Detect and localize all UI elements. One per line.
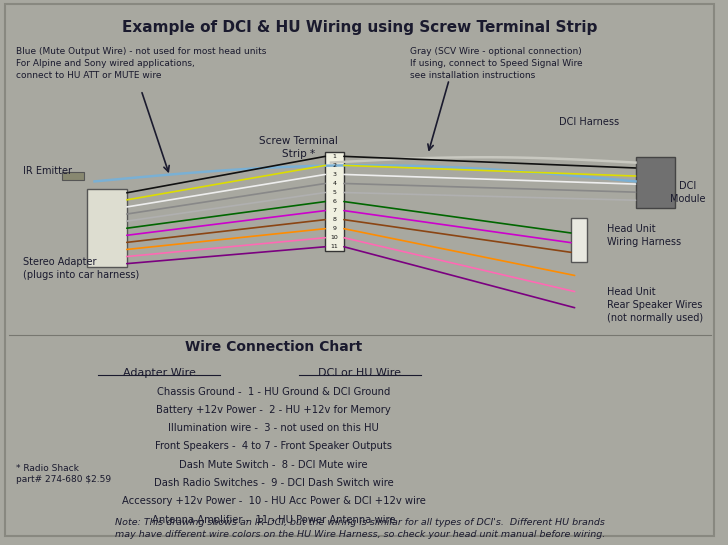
Text: 8: 8 (333, 217, 336, 222)
Text: Front Speakers -  4 to 7 - Front Speaker Outputs: Front Speakers - 4 to 7 - Front Speaker … (155, 441, 392, 451)
Text: 5: 5 (333, 190, 336, 195)
Text: Stereo Adapter
(plugs into car harness): Stereo Adapter (plugs into car harness) (23, 257, 139, 280)
Text: 1: 1 (333, 154, 336, 159)
Text: 9: 9 (333, 226, 336, 231)
Bar (63, 172, 84, 180)
Text: 7: 7 (333, 208, 336, 213)
Text: 6: 6 (333, 199, 336, 204)
Text: Wire Connection Chart: Wire Connection Chart (185, 340, 363, 354)
Text: Head Unit
Wiring Harness: Head Unit Wiring Harness (607, 223, 681, 247)
Bar (87, 190, 127, 268)
Text: Dash Radio Switches -  9 - DCI Dash Switch wire: Dash Radio Switches - 9 - DCI Dash Switc… (154, 478, 394, 488)
Text: DCI Harness: DCI Harness (559, 117, 619, 128)
Text: 4: 4 (333, 181, 336, 186)
Text: 2: 2 (333, 163, 336, 168)
Text: Adapter Wire: Adapter Wire (122, 368, 195, 378)
Text: Dash Mute Switch -  8 - DCI Mute wire: Dash Mute Switch - 8 - DCI Mute wire (179, 460, 368, 470)
Bar (325, 152, 344, 251)
Text: 10: 10 (331, 235, 339, 240)
Text: Chassis Ground -  1 - HU Ground & DCI Ground: Chassis Ground - 1 - HU Ground & DCI Gro… (157, 387, 390, 397)
Text: Note: This drawing shows an IR DCI, but the wiring is similar for all types of D: Note: This drawing shows an IR DCI, but … (114, 518, 605, 539)
Text: 3: 3 (333, 172, 336, 177)
Text: Gray (SCV Wire - optional connection)
If using, connect to Speed Signal Wire
see: Gray (SCV Wire - optional connection) If… (410, 47, 582, 80)
Text: Example of DCI & HU Wiring using Screw Terminal Strip: Example of DCI & HU Wiring using Screw T… (122, 20, 598, 35)
Bar (636, 157, 675, 208)
Text: Accessory +12v Power -  10 - HU Acc Power & DCI +12v wire: Accessory +12v Power - 10 - HU Acc Power… (122, 496, 426, 506)
Text: * Radio Shack
part# 274-680 $2.59: * Radio Shack part# 274-680 $2.59 (16, 464, 111, 485)
Text: 11: 11 (331, 244, 339, 249)
Text: IR Emitter: IR Emitter (23, 166, 72, 175)
Text: Battery +12v Power -  2 - HU +12v for Memory: Battery +12v Power - 2 - HU +12v for Mem… (157, 405, 391, 415)
Text: DCI
Module: DCI Module (670, 180, 705, 204)
Text: DCI or HU Wire: DCI or HU Wire (318, 368, 401, 378)
Text: Screw Terminal
Strip *: Screw Terminal Strip * (259, 136, 339, 159)
Text: Blue (Mute Output Wire) - not used for most head units
For Alpine and Sony wired: Blue (Mute Output Wire) - not used for m… (16, 47, 266, 80)
Bar (571, 218, 587, 262)
Text: Antenna Amplifier -  11 - HU Power Antenna wire: Antenna Amplifier - 11 - HU Power Antenn… (152, 514, 395, 525)
Text: Head Unit
Rear Speaker Wires
(not normally used): Head Unit Rear Speaker Wires (not normal… (607, 287, 703, 323)
Text: Illumination wire -  3 - not used on this HU: Illumination wire - 3 - not used on this… (168, 423, 379, 433)
